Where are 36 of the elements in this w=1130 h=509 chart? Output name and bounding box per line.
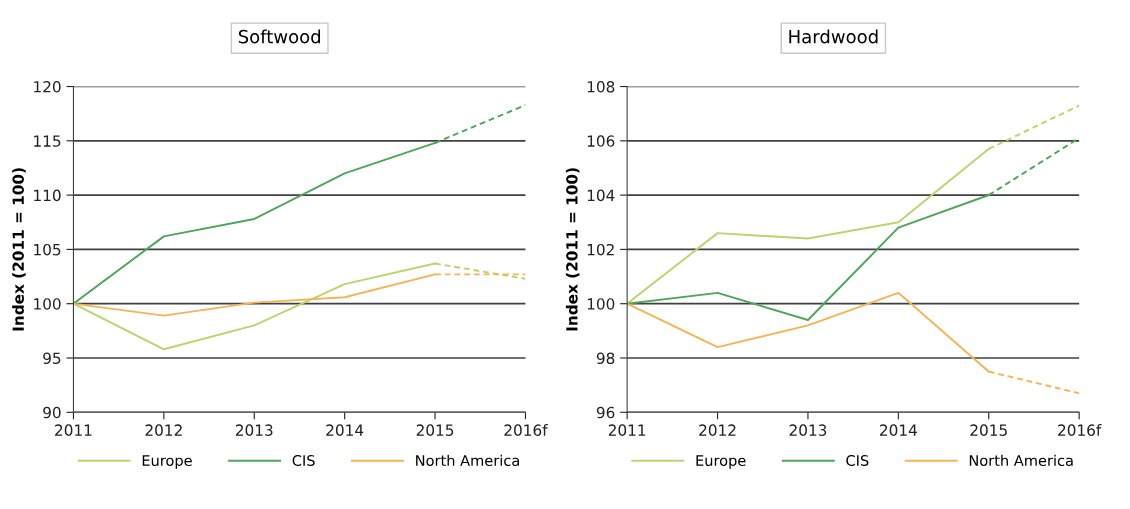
- x-tick-label: 2014: [880, 424, 917, 436]
- x-tick-label: 2012: [699, 424, 736, 436]
- x-tick-label: 2013: [789, 424, 827, 436]
- y-axis-title: Index (2011 = 100): [565, 168, 580, 331]
- x-tick-label: 2011: [608, 424, 646, 436]
- x-tick-label: 2013: [235, 424, 273, 436]
- legend-label: CIS: [846, 454, 869, 467]
- x-tick-label: 2012: [145, 424, 182, 436]
- y-tick-label: 115: [34, 135, 61, 147]
- y-tick-label: 102: [587, 243, 614, 256]
- y-axis-title: Index (2011 = 100): [12, 168, 26, 331]
- y-tick-label: 120: [34, 81, 61, 93]
- y-tick-label: 110: [34, 189, 61, 202]
- chart-title: Hardwood: [789, 29, 878, 44]
- legend-label: Europe: [696, 455, 746, 469]
- y-tick-label: 100: [587, 298, 615, 310]
- x-tick-label: 2015: [416, 424, 454, 436]
- legend-label: North America: [416, 454, 519, 467]
- y-tick-label: 98: [596, 352, 615, 365]
- y-tick-label: 106: [587, 135, 615, 147]
- y-tick-label: 95: [43, 352, 61, 365]
- y-tick-label: 104: [587, 189, 615, 202]
- legend-label: CIS: [292, 454, 315, 467]
- y-tick-label: 90: [43, 406, 61, 419]
- x-tick-label: 2016f: [1058, 424, 1102, 436]
- x-tick-label: 2015: [970, 424, 1007, 436]
- x-tick-label: 2016f: [504, 424, 548, 436]
- y-tick-label: 100: [34, 298, 61, 310]
- y-tick-label: 108: [587, 81, 615, 93]
- legend-label: Europe: [142, 455, 192, 469]
- x-tick-label: 2011: [55, 424, 92, 436]
- y-tick-label: 105: [34, 243, 61, 256]
- y-tick-label: 96: [596, 406, 615, 419]
- legend-label: North America: [969, 454, 1073, 467]
- chart-title: Softwood: [238, 29, 321, 44]
- x-tick-label: 2014: [326, 424, 364, 436]
